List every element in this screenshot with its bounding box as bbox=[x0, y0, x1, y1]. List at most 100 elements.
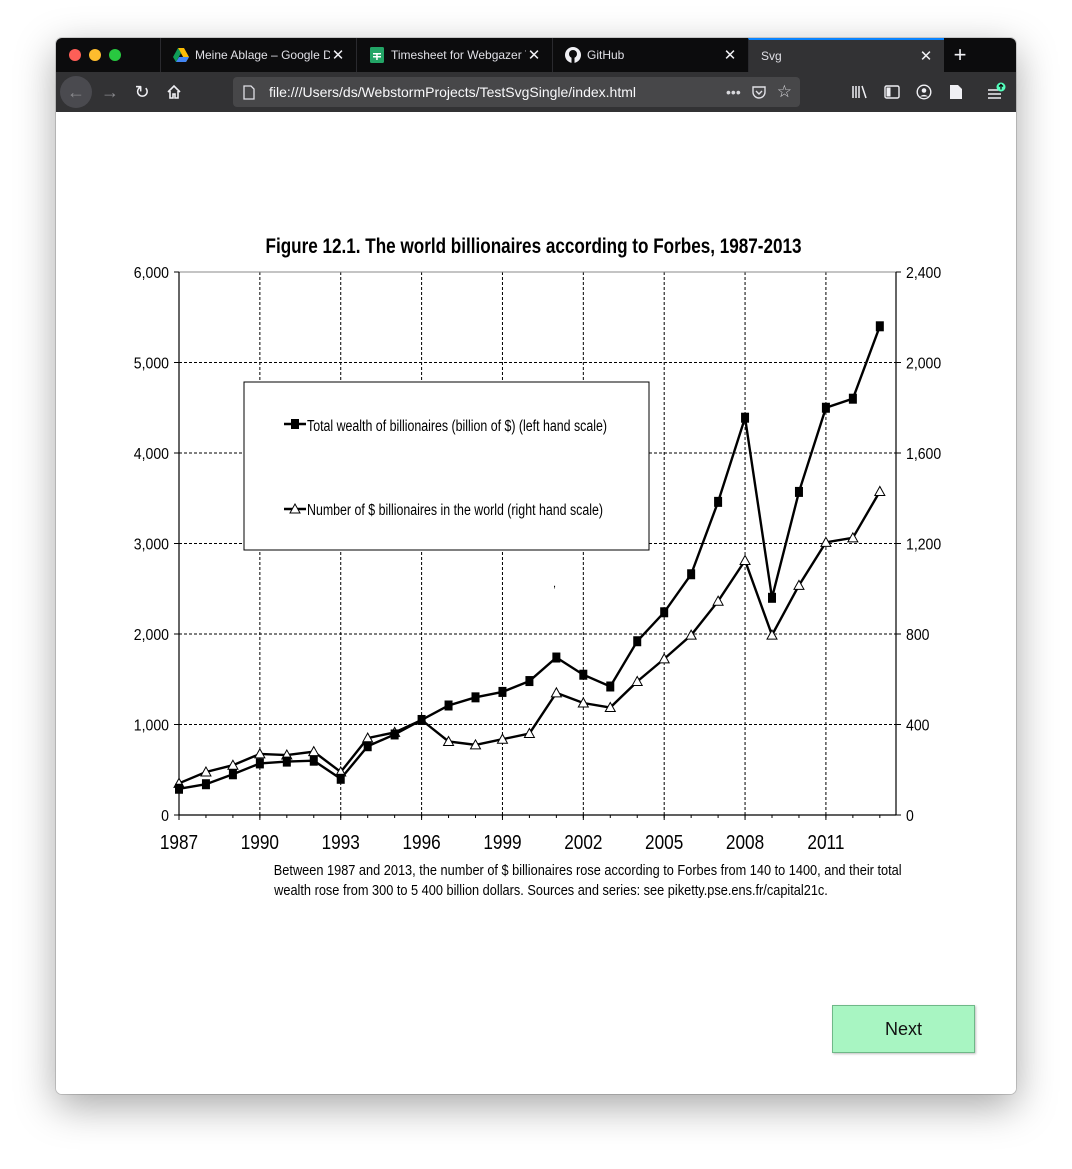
data-point-square bbox=[282, 756, 291, 767]
data-point-square bbox=[875, 321, 884, 332]
bookmark-star-icon[interactable]: ☆ bbox=[776, 82, 792, 101]
data-point-square bbox=[768, 592, 777, 603]
reload-icon: ↻ bbox=[134, 81, 150, 102]
close-icon[interactable]: ✕ bbox=[331, 47, 345, 64]
data-point-square bbox=[848, 393, 857, 404]
caption-line: wealth rose from 300 to 5 400 billion do… bbox=[274, 883, 828, 899]
data-point-square bbox=[175, 783, 183, 794]
hamburger-menu-icon bbox=[988, 82, 1006, 99]
data-point-triangle bbox=[496, 733, 509, 744]
tab-label: Meine Ablage – Google Dr bbox=[195, 48, 330, 62]
y-right-tick-label: 1,600 bbox=[906, 445, 941, 463]
legend-marker-triangle bbox=[289, 502, 301, 514]
data-point-square bbox=[660, 607, 669, 618]
sidebar-button[interactable] bbox=[878, 76, 906, 108]
data-point-triangle bbox=[631, 675, 644, 687]
forward-button[interactable]: → bbox=[94, 76, 126, 108]
tab-label: Timesheet for Webgazer T bbox=[391, 48, 526, 62]
new-tab-button[interactable]: + bbox=[953, 42, 967, 67]
data-point-square bbox=[741, 412, 750, 423]
x-tick-label: 1996 bbox=[402, 831, 440, 854]
y-left-tick-label: 1,000 bbox=[134, 717, 169, 735]
y-right-tick-label: 800 bbox=[906, 626, 929, 644]
google-sheets-icon bbox=[369, 47, 385, 63]
y-left-tick-label: 2,000 bbox=[134, 626, 169, 644]
data-point-triangle bbox=[307, 745, 320, 757]
y-left-tick-label: 6,000 bbox=[134, 264, 169, 282]
y-left-tick-label: 4,000 bbox=[134, 445, 169, 463]
minimize-window-button[interactable] bbox=[89, 49, 101, 61]
data-point-square bbox=[201, 779, 210, 790]
y-right-tick-label: 1,200 bbox=[906, 536, 941, 554]
data-point-triangle bbox=[658, 652, 671, 664]
data-point-triangle bbox=[442, 735, 455, 746]
tab-label: Svg bbox=[761, 49, 782, 63]
tab-label: GitHub bbox=[587, 48, 625, 62]
data-point-triangle bbox=[820, 536, 832, 547]
legend-label-total-wealth: Total wealth of billionaires (billion of… bbox=[307, 418, 607, 435]
caption-line: Between 1987 and 2013, the number of $ b… bbox=[273, 863, 902, 879]
y-right-tick-label: 400 bbox=[906, 717, 929, 735]
library-icon bbox=[852, 85, 867, 99]
data-point-triangle bbox=[550, 686, 563, 698]
data-point-square bbox=[390, 729, 399, 740]
data-point-triangle bbox=[577, 696, 590, 708]
data-point-triangle bbox=[604, 701, 617, 713]
sidebar-icon bbox=[884, 85, 900, 99]
chart-title: Figure 12.1. The world billionaires acco… bbox=[266, 235, 802, 258]
x-tick-label: 1990 bbox=[241, 831, 279, 854]
navigation-toolbar: ← → ↻ file:///Users/ds/WebstormProjects/… bbox=[56, 72, 1016, 112]
url-text[interactable]: file:///Users/ds/WebstormProjects/TestSv… bbox=[269, 84, 636, 100]
data-point-square bbox=[606, 681, 615, 692]
account-button[interactable] bbox=[910, 76, 938, 108]
back-button[interactable]: ← bbox=[60, 76, 92, 108]
data-point-square bbox=[525, 676, 534, 687]
data-point-triangle bbox=[766, 629, 778, 640]
x-tick-label: 1987 bbox=[160, 831, 198, 854]
chart-caption: Between 1987 and 2013, the number of $ b… bbox=[273, 861, 902, 901]
data-point-square bbox=[552, 652, 561, 663]
reload-button[interactable]: ↻ bbox=[126, 76, 158, 108]
x-tick-label: 1999 bbox=[483, 831, 521, 854]
data-point-square bbox=[417, 714, 426, 725]
close-icon[interactable]: ✕ bbox=[723, 47, 737, 64]
y-right-tick-label: 2,400 bbox=[906, 264, 941, 282]
data-point-triangle bbox=[254, 747, 266, 759]
data-point-triangle bbox=[469, 738, 482, 750]
home-button[interactable] bbox=[158, 76, 190, 108]
google-drive-icon bbox=[173, 47, 189, 63]
stray-mark: , bbox=[553, 578, 556, 590]
data-point-triangle bbox=[523, 727, 536, 739]
data-point-square bbox=[687, 569, 696, 580]
close-icon[interactable]: ✕ bbox=[527, 47, 541, 64]
github-icon bbox=[565, 47, 581, 63]
page-actions-icon[interactable]: ••• bbox=[726, 84, 741, 100]
browser-window: Meine Ablage – Google Dr ✕ Timesheet for… bbox=[56, 38, 1016, 1094]
tab-bar: Meine Ablage – Google Dr ✕ Timesheet for… bbox=[56, 38, 1016, 72]
legend-box bbox=[243, 381, 650, 551]
data-point-square bbox=[309, 755, 318, 766]
tab-timesheet[interactable]: Timesheet for Webgazer T ✕ bbox=[356, 38, 552, 72]
data-point-triangle bbox=[685, 629, 697, 640]
x-tick-label: 2011 bbox=[807, 831, 844, 854]
close-window-button[interactable] bbox=[69, 49, 81, 61]
tab-github[interactable]: GitHub ✕ bbox=[552, 38, 748, 72]
menu-button[interactable] bbox=[982, 76, 1010, 108]
data-point-square bbox=[228, 769, 237, 780]
data-point-triangle bbox=[200, 765, 212, 777]
close-icon[interactable]: ✕ bbox=[919, 48, 933, 65]
data-point-triangle bbox=[793, 579, 805, 590]
tab-svg[interactable]: Svg ✕ bbox=[748, 38, 944, 72]
address-bar[interactable]: file:///Users/ds/WebstormProjects/TestSv… bbox=[233, 77, 800, 107]
zoom-window-button[interactable] bbox=[109, 49, 121, 61]
arrow-left-icon: ← bbox=[67, 81, 85, 102]
data-point-square bbox=[336, 773, 345, 784]
reader-button[interactable] bbox=[942, 76, 970, 108]
y-left-tick-label: 0 bbox=[161, 807, 169, 825]
data-point-triangle bbox=[227, 759, 239, 770]
library-button[interactable] bbox=[846, 76, 874, 108]
next-button[interactable]: Next bbox=[832, 1005, 975, 1053]
pocket-icon[interactable] bbox=[751, 84, 767, 100]
data-point-square bbox=[794, 486, 803, 497]
tab-google-drive[interactable]: Meine Ablage – Google Dr ✕ bbox=[160, 38, 356, 72]
